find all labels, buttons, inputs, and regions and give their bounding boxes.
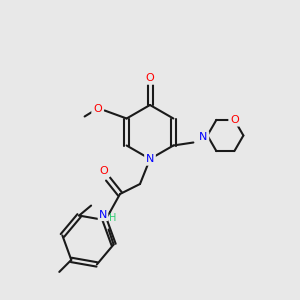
Text: N: N (99, 210, 107, 220)
Text: O: O (100, 166, 108, 176)
Text: O: O (93, 103, 102, 113)
Text: N: N (199, 133, 208, 142)
Text: O: O (230, 115, 239, 125)
Text: O: O (93, 103, 102, 113)
Text: O: O (146, 73, 154, 83)
Text: H: H (109, 213, 117, 223)
Text: N: N (146, 154, 154, 164)
